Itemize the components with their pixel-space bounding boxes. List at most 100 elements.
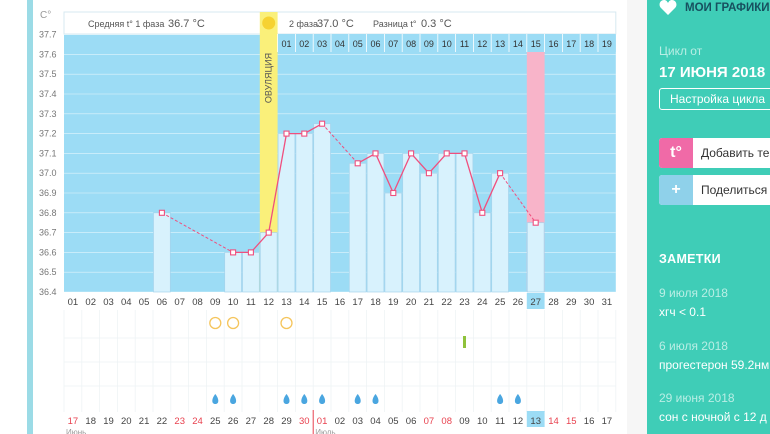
x-day-label: 30 (584, 297, 595, 308)
phase2-day-label: 08 (406, 39, 416, 49)
calendar-date: 09 (459, 416, 470, 427)
calendar-date: 25 (210, 416, 221, 427)
drop-icon (497, 394, 504, 404)
temperature-point (319, 120, 326, 127)
temperature-bar (153, 212, 171, 293)
temperature-point (532, 219, 539, 226)
phase1-label: Средняя t° 1 фаза (88, 19, 164, 29)
calendar-date: 23 (174, 416, 185, 427)
heart-icon (659, 0, 677, 15)
x-day-label: 12 (263, 297, 274, 308)
y-tick-label: 37.3 (39, 109, 57, 119)
phase2-day-label: 04 (335, 39, 345, 49)
calendar-date: 26 (228, 416, 239, 427)
calendar-date: 17 (602, 416, 613, 427)
y-tick-label: 36.6 (39, 247, 57, 257)
phase2-row (277, 34, 616, 52)
y-axis-unit: C° (40, 10, 51, 21)
my-graphs-link[interactable]: МОИ ГРАФИКИ (685, 2, 770, 14)
phase2-value: 37.0 °C (317, 18, 354, 30)
phase2-day-label: 03 (317, 39, 327, 49)
temperature-point (497, 170, 504, 177)
calendar-date: 02 (335, 416, 346, 427)
temperature-bar (384, 192, 403, 293)
y-tick-label: 36.9 (39, 188, 57, 198)
phase2-day-label: 16 (548, 39, 558, 49)
calendar-date: 30 (299, 416, 310, 427)
calendar-date: 22 (157, 416, 168, 427)
trend-line-dashed (161, 212, 234, 253)
phase2-day-label: 09 (424, 39, 434, 49)
calendar-date: 20 (121, 416, 132, 427)
add-temperature-label: Добавить те (701, 146, 770, 160)
x-day-label: 20 (406, 297, 417, 308)
phase2-day-label: 10 (442, 39, 452, 49)
y-tick-label: 37.1 (39, 148, 57, 158)
calendar-date: 27 (246, 416, 257, 427)
calendar-date: 24 (192, 416, 203, 427)
calendar-date: 28 (263, 416, 274, 427)
trend-line (463, 153, 483, 213)
drop-icon (212, 394, 219, 404)
calendar-date: 16 (584, 416, 595, 427)
cycle-start-date: 17 ИЮНЯ 2018 (659, 64, 766, 81)
temperature-point (425, 170, 432, 177)
highlighted-day-label-bg (526, 293, 545, 309)
trend-line-dashed (499, 172, 537, 223)
x-day-label: 21 (424, 297, 435, 308)
trend-line (250, 232, 270, 253)
trend-line (268, 133, 288, 233)
x-day-label: 24 (477, 297, 488, 308)
calendar-date: 07 (424, 416, 435, 427)
temperature-bar (277, 133, 296, 293)
calendar-date: 21 (139, 416, 150, 427)
ovulation-label: ОВУЛЯЦИЯ (264, 53, 274, 103)
circle-marker-icon (209, 316, 222, 330)
calendar-date: 10 (477, 416, 488, 427)
temperature-point (479, 209, 486, 216)
left-accent-strip (27, 0, 33, 434)
phase2-day-label: 06 (370, 39, 380, 49)
month-label: Июль (315, 428, 335, 434)
note-date: 9 июля 2018 (659, 286, 728, 300)
temperature-point (372, 150, 379, 157)
x-day-label: 16 (335, 297, 346, 308)
phase2-day-label: 05 (353, 39, 363, 49)
cycle-settings-button[interactable]: Настройка цикла (659, 88, 770, 110)
y-tick-label: 37.0 (39, 168, 57, 178)
x-day-label: 18 (370, 297, 381, 308)
x-day-label: 01 (68, 297, 79, 308)
phase2-day-label: 11 (460, 39, 469, 49)
phase2-day-label: 15 (531, 39, 541, 49)
notes-title: ЗАМЕТКИ (659, 252, 721, 266)
plus-icon: + (659, 175, 693, 205)
drop-icon (283, 394, 290, 404)
trend-line (428, 152, 448, 174)
cycle-from-label: Цикл от (659, 44, 703, 58)
calendar-date: 29 (281, 416, 292, 427)
x-day-label: 05 (139, 297, 150, 308)
highlighted-date-bg (526, 411, 545, 427)
temperature-bar (242, 252, 260, 293)
share-label: Поделиться (701, 183, 768, 197)
trend-line (410, 152, 430, 174)
phase1-value: 36.7 °C (168, 18, 205, 30)
diff-value: 0.3 °C (421, 18, 452, 30)
x-day-label: 07 (174, 297, 185, 308)
x-day-label: 22 (441, 297, 452, 308)
temperature-bar (402, 153, 420, 293)
temperature-bar (491, 172, 509, 293)
share-button[interactable]: + Поделиться (659, 175, 770, 205)
note-text[interactable]: прогестерон 59.2нм (659, 358, 770, 372)
content-gap (627, 0, 647, 434)
trend-line (374, 153, 394, 194)
note-text[interactable]: сон с ночной с 12 д (659, 410, 767, 424)
calendar-date: 05 (388, 416, 399, 427)
drop-icon (230, 394, 237, 404)
note-text[interactable]: хгч < 0.1 (659, 305, 706, 319)
thermometer-icon: t° (659, 138, 693, 168)
temperature-point (265, 229, 272, 236)
drop-icon (319, 394, 326, 404)
add-temperature-button[interactable]: t° Добавить те (659, 138, 770, 168)
y-tick-label: 37.5 (39, 69, 57, 79)
